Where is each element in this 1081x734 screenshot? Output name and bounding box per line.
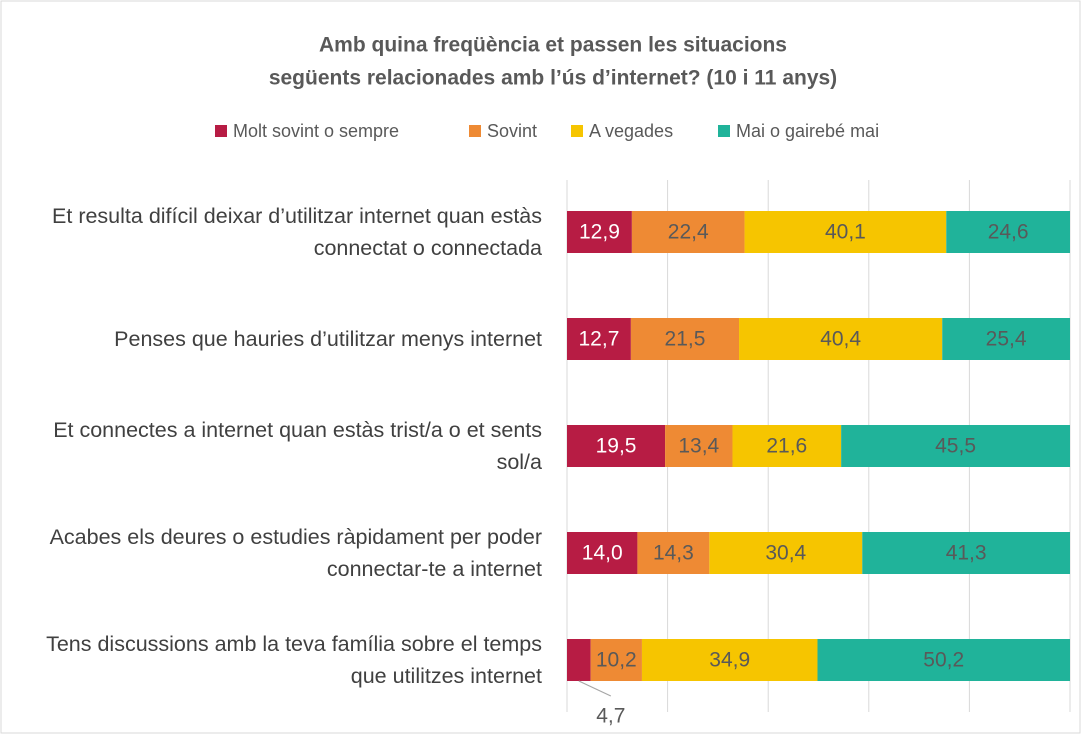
legend-swatch (718, 125, 730, 137)
data-label: 30,4 (765, 542, 806, 565)
bar-segment (665, 425, 733, 467)
data-label: 4,7 (596, 705, 625, 728)
category-label: Tens discussions amb la teva família sob… (46, 632, 542, 688)
bar-segment (744, 211, 947, 253)
data-label: 19,5 (596, 435, 637, 458)
bar-segment (739, 318, 943, 360)
bar-segment (630, 318, 740, 360)
legend-swatch (469, 125, 481, 137)
category-label: Penses que hauries d’utilitzar menys int… (114, 327, 542, 351)
bar-segment (817, 639, 1070, 681)
bar-segment (567, 318, 631, 360)
bar-segment (567, 211, 632, 253)
data-label: 10,2 (596, 649, 637, 672)
bar-segment (641, 639, 818, 681)
data-label: 50,2 (923, 649, 964, 672)
data-label: 14,3 (653, 542, 694, 565)
data-label: 24,6 (988, 221, 1029, 244)
legend-label: Sovint (487, 121, 537, 141)
chart-title: següents relacionades amb l’ús d’interne… (269, 67, 837, 90)
data-label: 45,5 (935, 435, 976, 458)
bar-segment (841, 425, 1070, 467)
bar-segment (567, 639, 591, 681)
legend-label: Molt sovint o sempre (233, 121, 399, 141)
bar-segment (732, 425, 842, 467)
data-label: 12,7 (579, 328, 620, 351)
legend-label: A vegades (589, 121, 673, 141)
data-label: 14,0 (582, 542, 623, 565)
bar-segment (637, 532, 710, 574)
data-label: 40,1 (825, 221, 866, 244)
bar-segment (567, 425, 666, 467)
legend-swatch (571, 125, 583, 137)
bar-segment (862, 532, 1070, 574)
bar-segment (942, 318, 1070, 360)
data-label: 25,4 (986, 328, 1027, 351)
bar-segment (631, 211, 745, 253)
legend-swatch (215, 125, 227, 137)
bar-segment (946, 211, 1070, 253)
data-label: 40,4 (820, 328, 861, 351)
chart-title: Amb quina freqüència et passen les situa… (319, 34, 787, 57)
data-label: 12,9 (579, 221, 620, 244)
bar-segment (567, 532, 638, 574)
data-label: 34,9 (709, 649, 750, 672)
data-label: 21,5 (665, 328, 706, 351)
category-label: Et connectes a internet quan estàs trist… (53, 418, 542, 474)
data-label: 41,3 (946, 542, 987, 565)
leader-line (578, 680, 612, 697)
category-label: Et resulta difícil deixar d’utilitzar in… (52, 204, 542, 260)
category-label: Acabes els deures o estudies ràpidament … (49, 525, 542, 581)
bar-segment (590, 639, 642, 681)
legend-label: Mai o gairebé mai (736, 121, 879, 141)
bar-segment (709, 532, 863, 574)
data-label: 22,4 (668, 221, 709, 244)
data-label: 13,4 (678, 435, 719, 458)
data-label: 21,6 (766, 435, 807, 458)
